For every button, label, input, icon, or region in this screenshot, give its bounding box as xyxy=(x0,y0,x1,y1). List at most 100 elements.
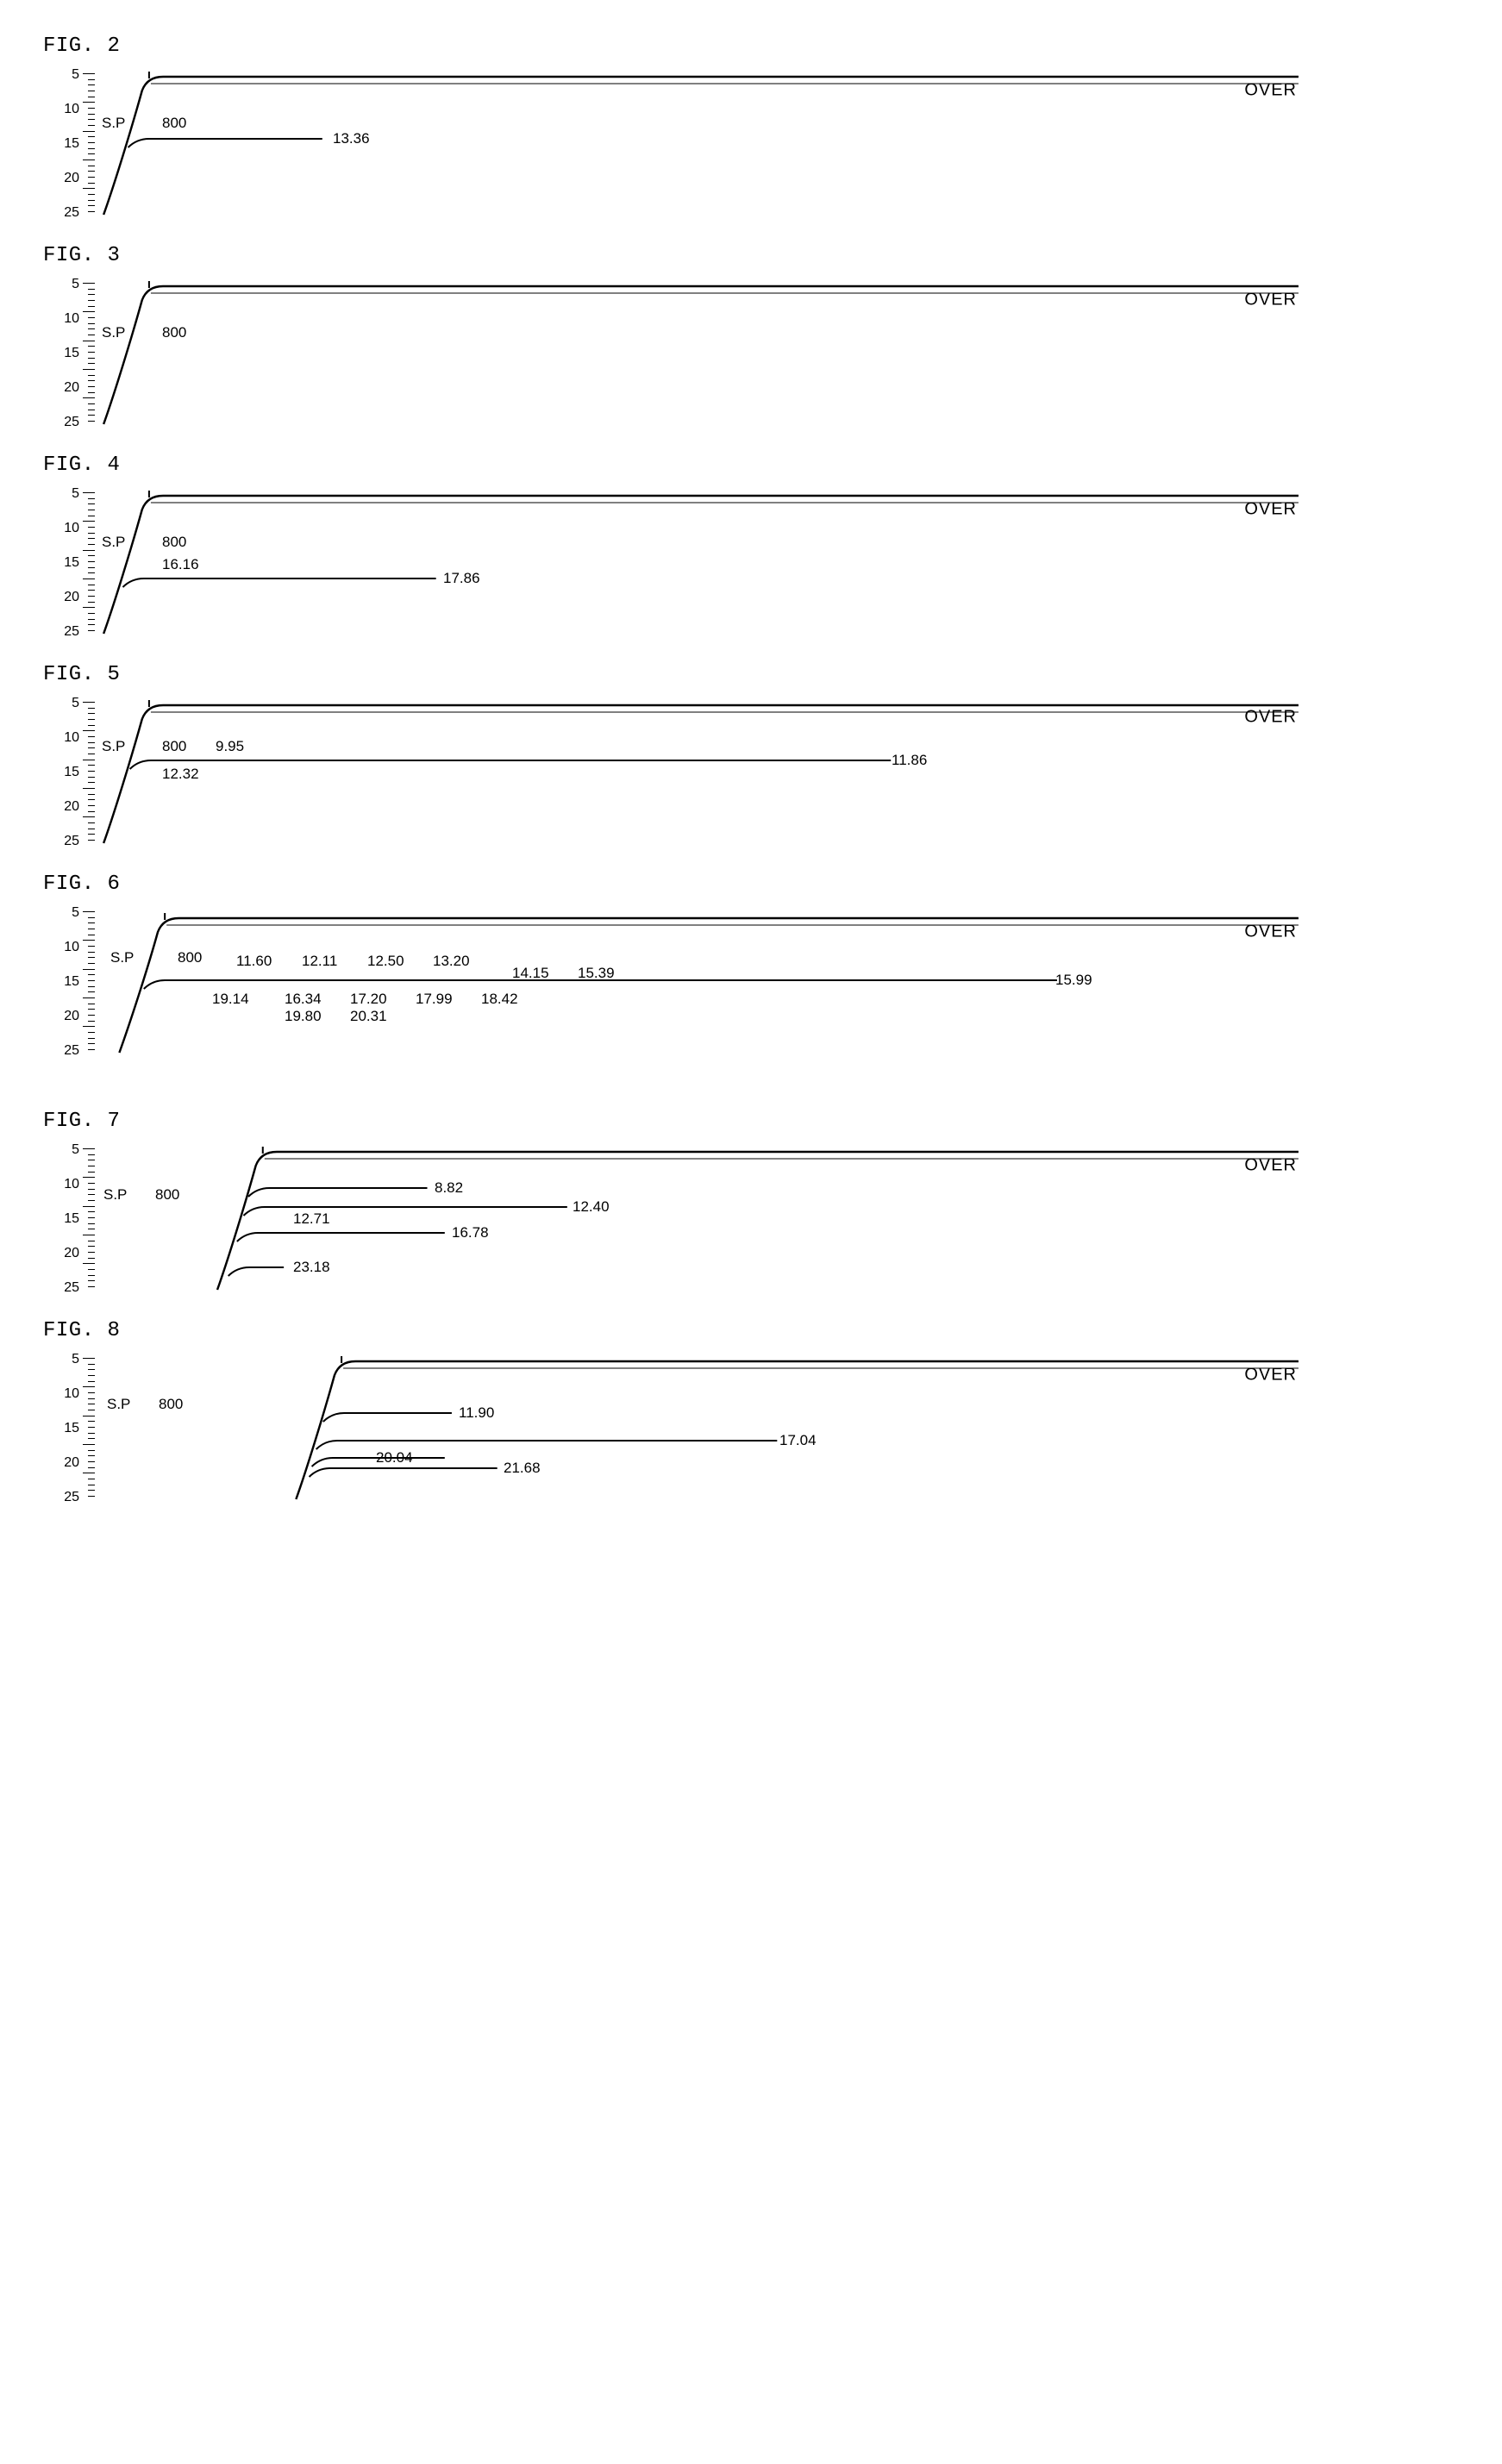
plot-wrap: 510152025S.P800OVER13.36 xyxy=(43,65,1459,220)
y-hatch xyxy=(88,1269,95,1270)
plot-svg xyxy=(95,1140,1302,1295)
y-tick-label: 15 xyxy=(64,1421,79,1436)
y-hatch xyxy=(88,952,95,953)
y-axis: 510152025 xyxy=(43,903,95,1058)
y-hatch xyxy=(88,1496,95,1497)
y-hatch xyxy=(83,311,95,312)
y-hatch xyxy=(88,415,95,416)
branch-line xyxy=(237,1233,445,1241)
plot-area: S.P800OVER15.9911.6012.1112.5013.2014.15… xyxy=(95,903,1302,1058)
value-annotation: 19.80 xyxy=(285,1008,322,1025)
y-hatch xyxy=(88,1183,95,1184)
figure-label: FIG. 7 xyxy=(43,1110,1459,1133)
y-hatch xyxy=(83,73,95,74)
y-hatch xyxy=(88,386,95,387)
y-hatch xyxy=(88,544,95,545)
y-tick-label: 5 xyxy=(72,905,79,921)
y-tick-label: 25 xyxy=(64,415,79,430)
y-hatch xyxy=(88,200,95,201)
y-tick-label: 15 xyxy=(64,346,79,361)
y-axis: 510152025 xyxy=(43,274,95,429)
y-hatch xyxy=(88,1455,95,1456)
y-hatch xyxy=(88,79,95,80)
y-axis: 510152025 xyxy=(43,693,95,848)
value-annotation: 14.15 xyxy=(512,965,549,982)
y-hatch xyxy=(83,730,95,731)
y-tick-label: 15 xyxy=(64,974,79,990)
y-hatch xyxy=(88,177,95,178)
branch-line xyxy=(228,1267,284,1276)
y-hatch xyxy=(88,1049,95,1050)
plot-area: S.P800OVER11.9017.0420.0421.68 xyxy=(95,1349,1302,1504)
y-hatch xyxy=(88,567,95,568)
y-hatch xyxy=(88,148,95,149)
branch-line xyxy=(310,1468,498,1477)
y-hatch xyxy=(88,153,95,154)
y-hatch xyxy=(88,811,95,812)
sp-label: S.P xyxy=(107,1396,130,1413)
value-annotation: 12.11 xyxy=(302,953,337,970)
y-tick-label: 20 xyxy=(64,590,79,605)
y-hatch xyxy=(88,498,95,499)
y-hatch xyxy=(88,108,95,109)
y-axis: 510152025 xyxy=(43,484,95,639)
y-tick-label: 5 xyxy=(72,277,79,292)
y-hatch xyxy=(88,1009,95,1010)
branch-value: 11.86 xyxy=(892,752,927,769)
plot-wrap: 510152025S.P800OVER15.9911.6012.1112.501… xyxy=(43,903,1459,1058)
ref-value: 800 xyxy=(178,949,202,966)
y-hatch xyxy=(83,940,95,941)
y-hatch xyxy=(88,1246,95,1247)
y-hatch xyxy=(88,289,95,290)
y-hatch xyxy=(88,328,95,329)
branch-value: 20.04 xyxy=(376,1449,413,1467)
y-tick-label: 15 xyxy=(64,1211,79,1227)
y-hatch xyxy=(83,188,95,189)
y-axis: 510152025 xyxy=(43,1140,95,1295)
y-tick-label: 10 xyxy=(64,311,79,327)
y-hatch xyxy=(88,555,95,556)
y-hatch xyxy=(88,980,95,981)
plot-area: S.P800OVER11.869.9512.32 xyxy=(95,693,1302,848)
over-label: OVER xyxy=(1244,291,1297,310)
over-label: OVER xyxy=(1244,922,1297,942)
y-hatch xyxy=(88,1021,95,1022)
y-hatch xyxy=(88,1223,95,1224)
y-tick-label: 20 xyxy=(64,799,79,815)
y-tick-label: 10 xyxy=(64,1177,79,1192)
y-hatch xyxy=(88,630,95,631)
y-axis: 510152025 xyxy=(43,1349,95,1504)
branch-value: 12.40 xyxy=(573,1198,610,1216)
plot-wrap: 510152025S.P800OVER xyxy=(43,274,1459,429)
y-hatch xyxy=(88,1364,95,1365)
y-hatch xyxy=(88,1172,95,1173)
y-hatch xyxy=(88,375,95,376)
plot-svg xyxy=(95,274,1302,429)
y-hatch xyxy=(88,1200,95,1201)
value-annotation: 12.50 xyxy=(367,953,404,970)
over-label: OVER xyxy=(1244,1366,1297,1385)
fig4: FIG. 4 510152025S.P800OVER17.8616.16 xyxy=(43,453,1459,639)
value-annotation: 11.60 xyxy=(236,953,272,970)
y-hatch xyxy=(83,1444,95,1445)
y-hatch xyxy=(88,300,95,301)
y-tick-label: 5 xyxy=(72,1142,79,1158)
y-hatch xyxy=(88,794,95,795)
figure-label: FIG. 3 xyxy=(43,244,1459,267)
y-tick-label: 20 xyxy=(64,1009,79,1024)
branch-value: 8.82 xyxy=(435,1179,463,1197)
plot-svg xyxy=(95,484,1302,639)
y-hatch xyxy=(83,521,95,522)
plot-wrap: 510152025S.P800OVER17.8616.16 xyxy=(43,484,1459,639)
figure-label: FIG. 4 xyxy=(43,453,1459,477)
branch-value: 11.90 xyxy=(459,1404,494,1422)
y-hatch xyxy=(88,211,95,212)
figure-label: FIG. 2 xyxy=(43,34,1459,58)
sp-label: S.P xyxy=(103,1186,127,1204)
figure-label: FIG. 5 xyxy=(43,663,1459,686)
y-hatch xyxy=(83,1263,95,1264)
ref-value: 800 xyxy=(162,324,186,341)
y-hatch xyxy=(88,1450,95,1451)
y-hatch xyxy=(88,725,95,726)
y-hatch xyxy=(88,619,95,620)
